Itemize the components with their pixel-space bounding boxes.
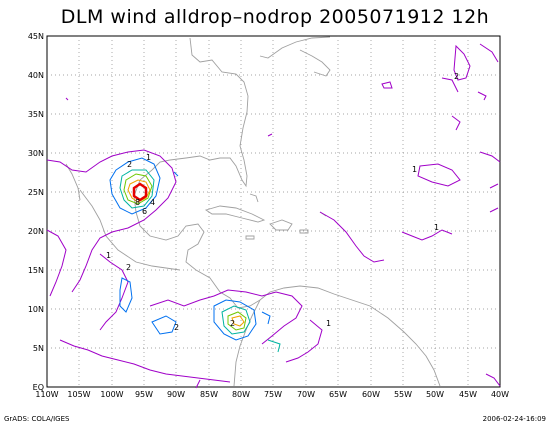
lon-label: 70W xyxy=(297,390,315,399)
contour-label: 6 xyxy=(142,207,147,216)
lon-label: 90W xyxy=(167,390,185,399)
lat-label: 15N xyxy=(28,266,44,275)
map-title: DLM wind alldrop–nodrop 2005071912 12h xyxy=(60,6,490,28)
lat-label: 20N xyxy=(28,227,44,236)
lat-label: 30N xyxy=(28,149,44,158)
lon-label: 110W xyxy=(35,390,58,399)
lon-label: 40W xyxy=(491,390,509,399)
lon-label: 75W xyxy=(264,390,282,399)
lon-label: 45W xyxy=(459,390,477,399)
contour-label: 1 xyxy=(412,165,417,174)
contour-label: 4 xyxy=(150,198,155,207)
footer-credit: GrADS: COLA/IGES xyxy=(4,415,70,423)
lon-label: 105W xyxy=(67,390,90,399)
contour-label: 1 xyxy=(106,251,111,260)
contour-labels: 2 1 8 6 4 2 2 2 2 1 1 1 1 xyxy=(106,72,459,332)
lat-label: 10N xyxy=(28,305,44,314)
lat-label: 40N xyxy=(28,71,44,80)
lon-label: 85W xyxy=(200,390,218,399)
plot-frame xyxy=(46,35,501,388)
contour-label: 2 xyxy=(454,72,459,81)
lon-label: 65W xyxy=(329,390,347,399)
lon-label: 60W xyxy=(362,390,380,399)
contour-label: 2 xyxy=(230,319,235,328)
lon-label: 95W xyxy=(135,390,153,399)
contour-label: 2 xyxy=(126,263,131,272)
contour-label: 8 xyxy=(135,198,140,207)
lon-label: 80W xyxy=(232,390,250,399)
lon-label: 50W xyxy=(426,390,444,399)
lat-label: 5N xyxy=(33,344,44,353)
coastlines xyxy=(65,36,441,387)
grid xyxy=(47,36,500,387)
lat-label: EQ xyxy=(33,383,44,392)
lat-axis: 45N 40N 35N 30N 25N 20N 15N 10N 5N EQ xyxy=(28,32,44,392)
footer-timestamp: 2006-02-24-16:09 xyxy=(483,415,546,423)
contour-label: 1 xyxy=(146,153,151,162)
contour-label: 1 xyxy=(434,223,439,232)
lat-label: 45N xyxy=(28,32,44,41)
lon-label: 100W xyxy=(100,390,123,399)
lat-label: 35N xyxy=(28,110,44,119)
contour-label: 2 xyxy=(127,160,132,169)
lon-label: 55W xyxy=(394,390,412,399)
lat-label: 25N xyxy=(28,188,44,197)
contour-label: 2 xyxy=(174,323,179,332)
lon-axis: 110W 105W 100W 95W 90W 85W 80W 75W 70W 6… xyxy=(35,390,509,399)
contour-label: 1 xyxy=(326,319,331,328)
contours xyxy=(46,43,501,389)
